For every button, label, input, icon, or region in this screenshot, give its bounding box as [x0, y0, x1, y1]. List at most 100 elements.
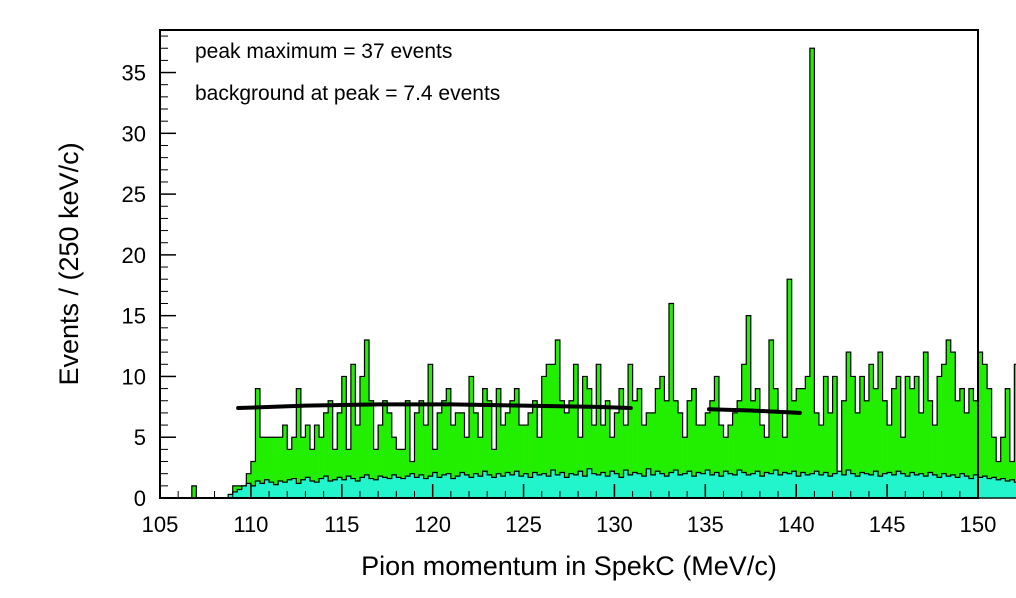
background-histogram-bin: [237, 489, 243, 498]
background-histogram-bin: [873, 471, 879, 498]
signal-histogram-bin: [455, 412, 461, 498]
signal-histogram-bin: [691, 388, 697, 498]
background-histogram-bin: [559, 472, 565, 498]
background-histogram-bin: [305, 477, 311, 498]
background-histogram-bin: [728, 473, 733, 498]
signal-histogram-bin: [887, 425, 892, 498]
background-histogram-bin: [405, 476, 411, 498]
y-tick-label: 15: [122, 304, 146, 329]
background-histogram-bin: [759, 476, 765, 498]
background-histogram-bin: [859, 472, 865, 498]
signal-histogram-bin: [596, 364, 602, 498]
background-histogram-bin: [832, 473, 838, 498]
x-axis-title: Pion momentum in SpekC (MeV/c): [361, 551, 777, 581]
background-histogram-bin: [314, 482, 320, 498]
signal-histogram: [191, 47, 1016, 499]
background-histogram-bin: [414, 477, 420, 498]
background-histogram-bin: [255, 480, 261, 498]
signal-histogram-bin: [641, 425, 647, 498]
background-histogram-bin: [791, 471, 797, 498]
signal-histogram-bin: [755, 388, 761, 498]
signal-histogram-bin: [387, 412, 393, 498]
signal-histogram-bin: [491, 449, 497, 498]
background-histogram-bin: [591, 473, 597, 498]
signal-histogram-bin: [678, 412, 683, 498]
background-histogram-bin: [359, 477, 365, 498]
background-histogram-bin: [641, 476, 647, 498]
background-histogram-bin: [841, 474, 847, 498]
background-histogram-bin: [696, 472, 702, 498]
background-histogram-bin: [532, 472, 538, 498]
background-histogram-bin: [846, 470, 852, 498]
background-histogram-bin: [823, 472, 829, 498]
background-histogram-bin: [428, 476, 433, 498]
signal-histogram-bin: [369, 400, 374, 498]
signal-histogram-bin: [459, 412, 465, 498]
signal-histogram-bin: [973, 400, 979, 498]
background-histogram-outline: [191, 468, 1016, 499]
signal-histogram-bin: [505, 412, 511, 498]
background-histogram-bin: [355, 480, 361, 498]
background-histogram-bin: [950, 474, 956, 498]
signal-histogram-bin: [800, 388, 806, 498]
signal-histogram-bin: [378, 425, 383, 498]
annotation-peak-maximum: peak maximum = 37 events: [195, 40, 452, 63]
signal-histogram-bin: [955, 400, 961, 498]
background-histogram-bin: [250, 485, 256, 498]
background-histogram-bin: [996, 479, 1002, 498]
background-histogram-bin: [946, 476, 952, 498]
signal-histogram-bin: [868, 364, 874, 498]
background-histogram-bin: [1005, 480, 1011, 498]
signal-histogram-bin: [450, 425, 456, 498]
background-histogram-bin: [909, 472, 915, 498]
background-histogram-bin: [773, 470, 779, 498]
background-histogram-bin: [828, 476, 833, 498]
background-histogram-bin: [1000, 478, 1006, 498]
signal-histogram-bin: [696, 425, 702, 498]
background-histogram-bin: [373, 479, 379, 498]
signal-histogram-bin: [846, 352, 852, 498]
signal-histogram-bin: [632, 400, 638, 498]
background-histogram-bin: [582, 476, 588, 498]
background-histogram-bin: [623, 470, 629, 498]
background-histogram-bin: [587, 468, 593, 498]
background-histogram-bin: [550, 470, 556, 498]
background-histogram-bin: [450, 478, 456, 498]
signal-histogram-bin: [309, 449, 315, 498]
signal-histogram-bin: [828, 412, 833, 498]
background-histogram-bin: [441, 474, 447, 498]
signal-histogram-bin: [623, 425, 629, 498]
signal-histogram-bin: [546, 364, 552, 498]
background-histogram-bin: [391, 474, 397, 498]
background-histogram-bin: [541, 473, 547, 498]
background-histogram-bin: [782, 472, 788, 498]
signal-histogram-bin: [664, 400, 670, 498]
background-histogram-bin: [928, 472, 933, 498]
signal-histogram-bin: [328, 400, 333, 498]
background-histogram-bin: [446, 473, 452, 498]
background-histogram-bin: [755, 471, 761, 498]
signal-histogram-bin: [991, 437, 997, 498]
background-histogram-bin: [378, 476, 383, 498]
background-histogram-bin: [469, 477, 474, 498]
signal-histogram-bin: [296, 388, 302, 498]
background-histogram-bin: [328, 480, 333, 498]
signal-histogram-bin: [591, 425, 597, 498]
signal-histogram-bin: [469, 376, 474, 498]
signal-histogram-bin: [437, 412, 443, 498]
background-histogram-bin: [246, 483, 252, 498]
signal-histogram-bin: [928, 400, 933, 498]
signal-histogram-bin: [850, 376, 856, 498]
background-histogram-bin: [382, 477, 388, 498]
background-histogram-bin: [232, 491, 238, 498]
signal-histogram-bin: [259, 437, 265, 498]
signal-histogram-bin: [550, 364, 556, 498]
background-histogram-bin: [800, 472, 806, 498]
background-histogram-bin: [482, 471, 488, 498]
background-histogram-bin: [309, 480, 315, 498]
background-histogram-bin: [228, 494, 234, 498]
signal-histogram-bin: [273, 437, 279, 498]
signal-histogram-bin: [655, 388, 661, 498]
background-histogram-bin: [678, 474, 683, 498]
fit-line-1: [236, 402, 633, 411]
